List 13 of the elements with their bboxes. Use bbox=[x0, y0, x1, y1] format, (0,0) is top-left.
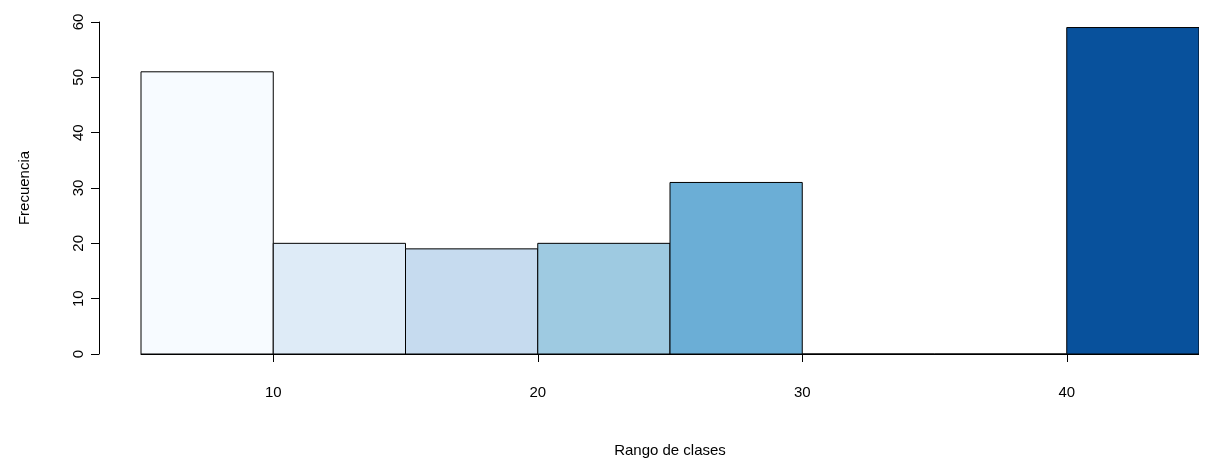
x-axis-title: Rango de clases bbox=[614, 441, 726, 458]
y-tick-label: 30 bbox=[69, 179, 86, 197]
x-tick-label: 30 bbox=[793, 383, 811, 400]
y-tick-label: 0 bbox=[69, 349, 86, 359]
y-tick-label: 10 bbox=[69, 290, 86, 308]
x-tick-label: 40 bbox=[1058, 383, 1076, 400]
x-tick-label: 10 bbox=[264, 383, 282, 400]
y-tick-label: 20 bbox=[69, 234, 86, 252]
x-tick-label: 20 bbox=[529, 383, 547, 400]
y-tick-label: 50 bbox=[69, 68, 86, 86]
y-tick-label: 60 bbox=[69, 13, 86, 31]
y-tick-label: 40 bbox=[69, 124, 86, 142]
y-axis-title: Frecuencia bbox=[15, 150, 32, 226]
